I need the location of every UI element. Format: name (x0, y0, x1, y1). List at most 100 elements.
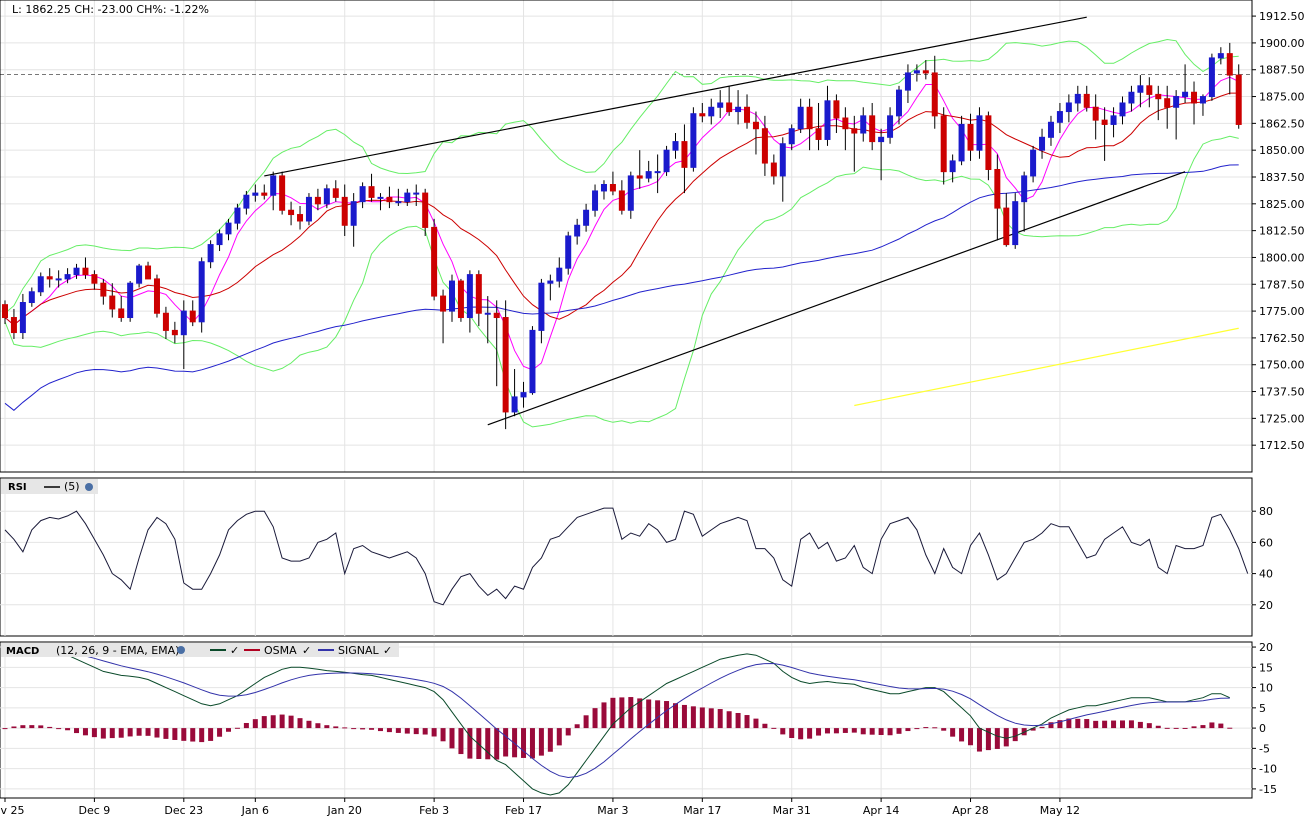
price-tick-label: 1775.00 (1259, 305, 1305, 318)
candle (529, 326, 536, 395)
candle (636, 150, 643, 189)
price-tick-label: 1875.00 (1259, 91, 1305, 104)
candle (1182, 64, 1189, 103)
candle (717, 90, 724, 118)
osma-bar (1191, 726, 1197, 729)
candle (413, 184, 420, 206)
macd-check-icon[interactable]: ✓ (230, 644, 239, 657)
osma-check-icon[interactable]: ✓ (302, 644, 311, 657)
candle (752, 111, 759, 155)
candle (440, 289, 447, 344)
osma-bar (574, 724, 580, 729)
osma-bar (288, 715, 294, 729)
candle (878, 128, 885, 181)
osma-bar (655, 700, 661, 729)
osma-bar (2, 728, 8, 730)
macd-tick-label: -15 (1259, 783, 1277, 796)
osma-bar (932, 727, 938, 729)
candle (449, 274, 455, 322)
moving-average-long (854, 327, 1239, 407)
osma-bar (994, 728, 1000, 749)
candle (100, 278, 107, 305)
candle (627, 171, 634, 219)
rsi-line (4, 507, 1249, 606)
candle (976, 107, 983, 159)
candle (949, 154, 956, 183)
osma-bar (1075, 718, 1081, 729)
price-panel: 1912.50 1900.00 1887.50 1875.00 1862.50 1850.… (0, 0, 1305, 473)
candle (815, 102, 822, 151)
osma-bar (771, 727, 777, 729)
candle (1217, 47, 1224, 65)
x-tick-label: Mar 17 (683, 804, 721, 817)
osma-bar (798, 728, 804, 740)
price-tick-label: 1762.50 (1259, 332, 1305, 345)
osma-bar (547, 728, 553, 752)
osma-bar (851, 728, 857, 733)
osma-bar (959, 728, 965, 742)
price-tick-label: 1912.50 (1259, 10, 1305, 23)
candle (171, 321, 178, 344)
trend-channel-line (487, 171, 1186, 426)
x-tick-label: Dec 9 (79, 804, 111, 817)
osma-bar (941, 728, 947, 731)
osma-bar (914, 728, 920, 730)
osma-bar (74, 728, 80, 734)
osma-bar (1003, 728, 1009, 747)
candle (502, 300, 509, 430)
osma-bar (1066, 718, 1072, 729)
candle (1199, 94, 1206, 116)
candle (1074, 85, 1081, 112)
osma-bar (422, 728, 428, 735)
candle (681, 124, 688, 194)
osma-bar (109, 728, 115, 739)
osma-bar (1200, 725, 1206, 729)
osma-bar (270, 715, 276, 729)
x-axis: Nov 25 Dec 9 Dec 23 Jan 6 Jan 20 Feb 3 Feb 17 M… (0, 798, 1080, 817)
osma-bar (896, 728, 902, 734)
trend-channel-line (264, 16, 1087, 177)
price-tick-label: 1812.50 (1259, 225, 1305, 238)
price-tick-label: 1725.00 (1259, 412, 1305, 425)
candle (618, 180, 625, 215)
candle (511, 369, 518, 417)
signal-line (4, 651, 1230, 779)
signal-check-icon[interactable]: ✓ (383, 644, 392, 657)
candle (922, 60, 929, 80)
candle (994, 154, 1001, 241)
price-tick-label: 1862.50 (1259, 117, 1305, 130)
candle (592, 184, 599, 217)
price-tick-label: 1800.00 (1259, 251, 1305, 264)
x-tick-label: Dec 23 (164, 804, 203, 817)
candle (359, 182, 366, 209)
candle (127, 281, 134, 322)
price-tick-label: 1712.50 (1259, 439, 1305, 452)
candle (869, 102, 876, 151)
candle (484, 296, 491, 344)
candle (985, 111, 992, 181)
osma-bar (681, 704, 687, 729)
osma-bar (699, 707, 705, 729)
x-tick-label: Jan 6 (241, 804, 269, 817)
osma-bar (1084, 719, 1090, 729)
osma-bar (690, 706, 696, 729)
x-tick-label: Mar 31 (773, 804, 811, 817)
price-tick-label: 1900.00 (1259, 37, 1305, 50)
x-tick-label: Feb 17 (505, 804, 542, 817)
osma-bar (860, 728, 866, 735)
osma-bar (56, 728, 62, 730)
candle (583, 203, 590, 232)
osma-legend: OSMA (264, 644, 297, 657)
candle (1155, 85, 1162, 121)
osma-bar (780, 728, 786, 735)
candle (314, 188, 321, 211)
candle (1030, 145, 1037, 183)
candle (744, 94, 751, 129)
osma-bar (1120, 720, 1125, 729)
candle (207, 240, 214, 269)
macd-info-icon[interactable] (177, 646, 185, 654)
osma-bar (726, 711, 732, 729)
osma-bar (234, 727, 240, 729)
rsi-info-icon[interactable] (85, 483, 93, 491)
price-tick-label: 1750.00 (1259, 359, 1305, 372)
